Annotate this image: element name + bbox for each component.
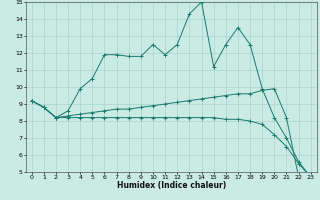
X-axis label: Humidex (Indice chaleur): Humidex (Indice chaleur) xyxy=(116,181,226,190)
